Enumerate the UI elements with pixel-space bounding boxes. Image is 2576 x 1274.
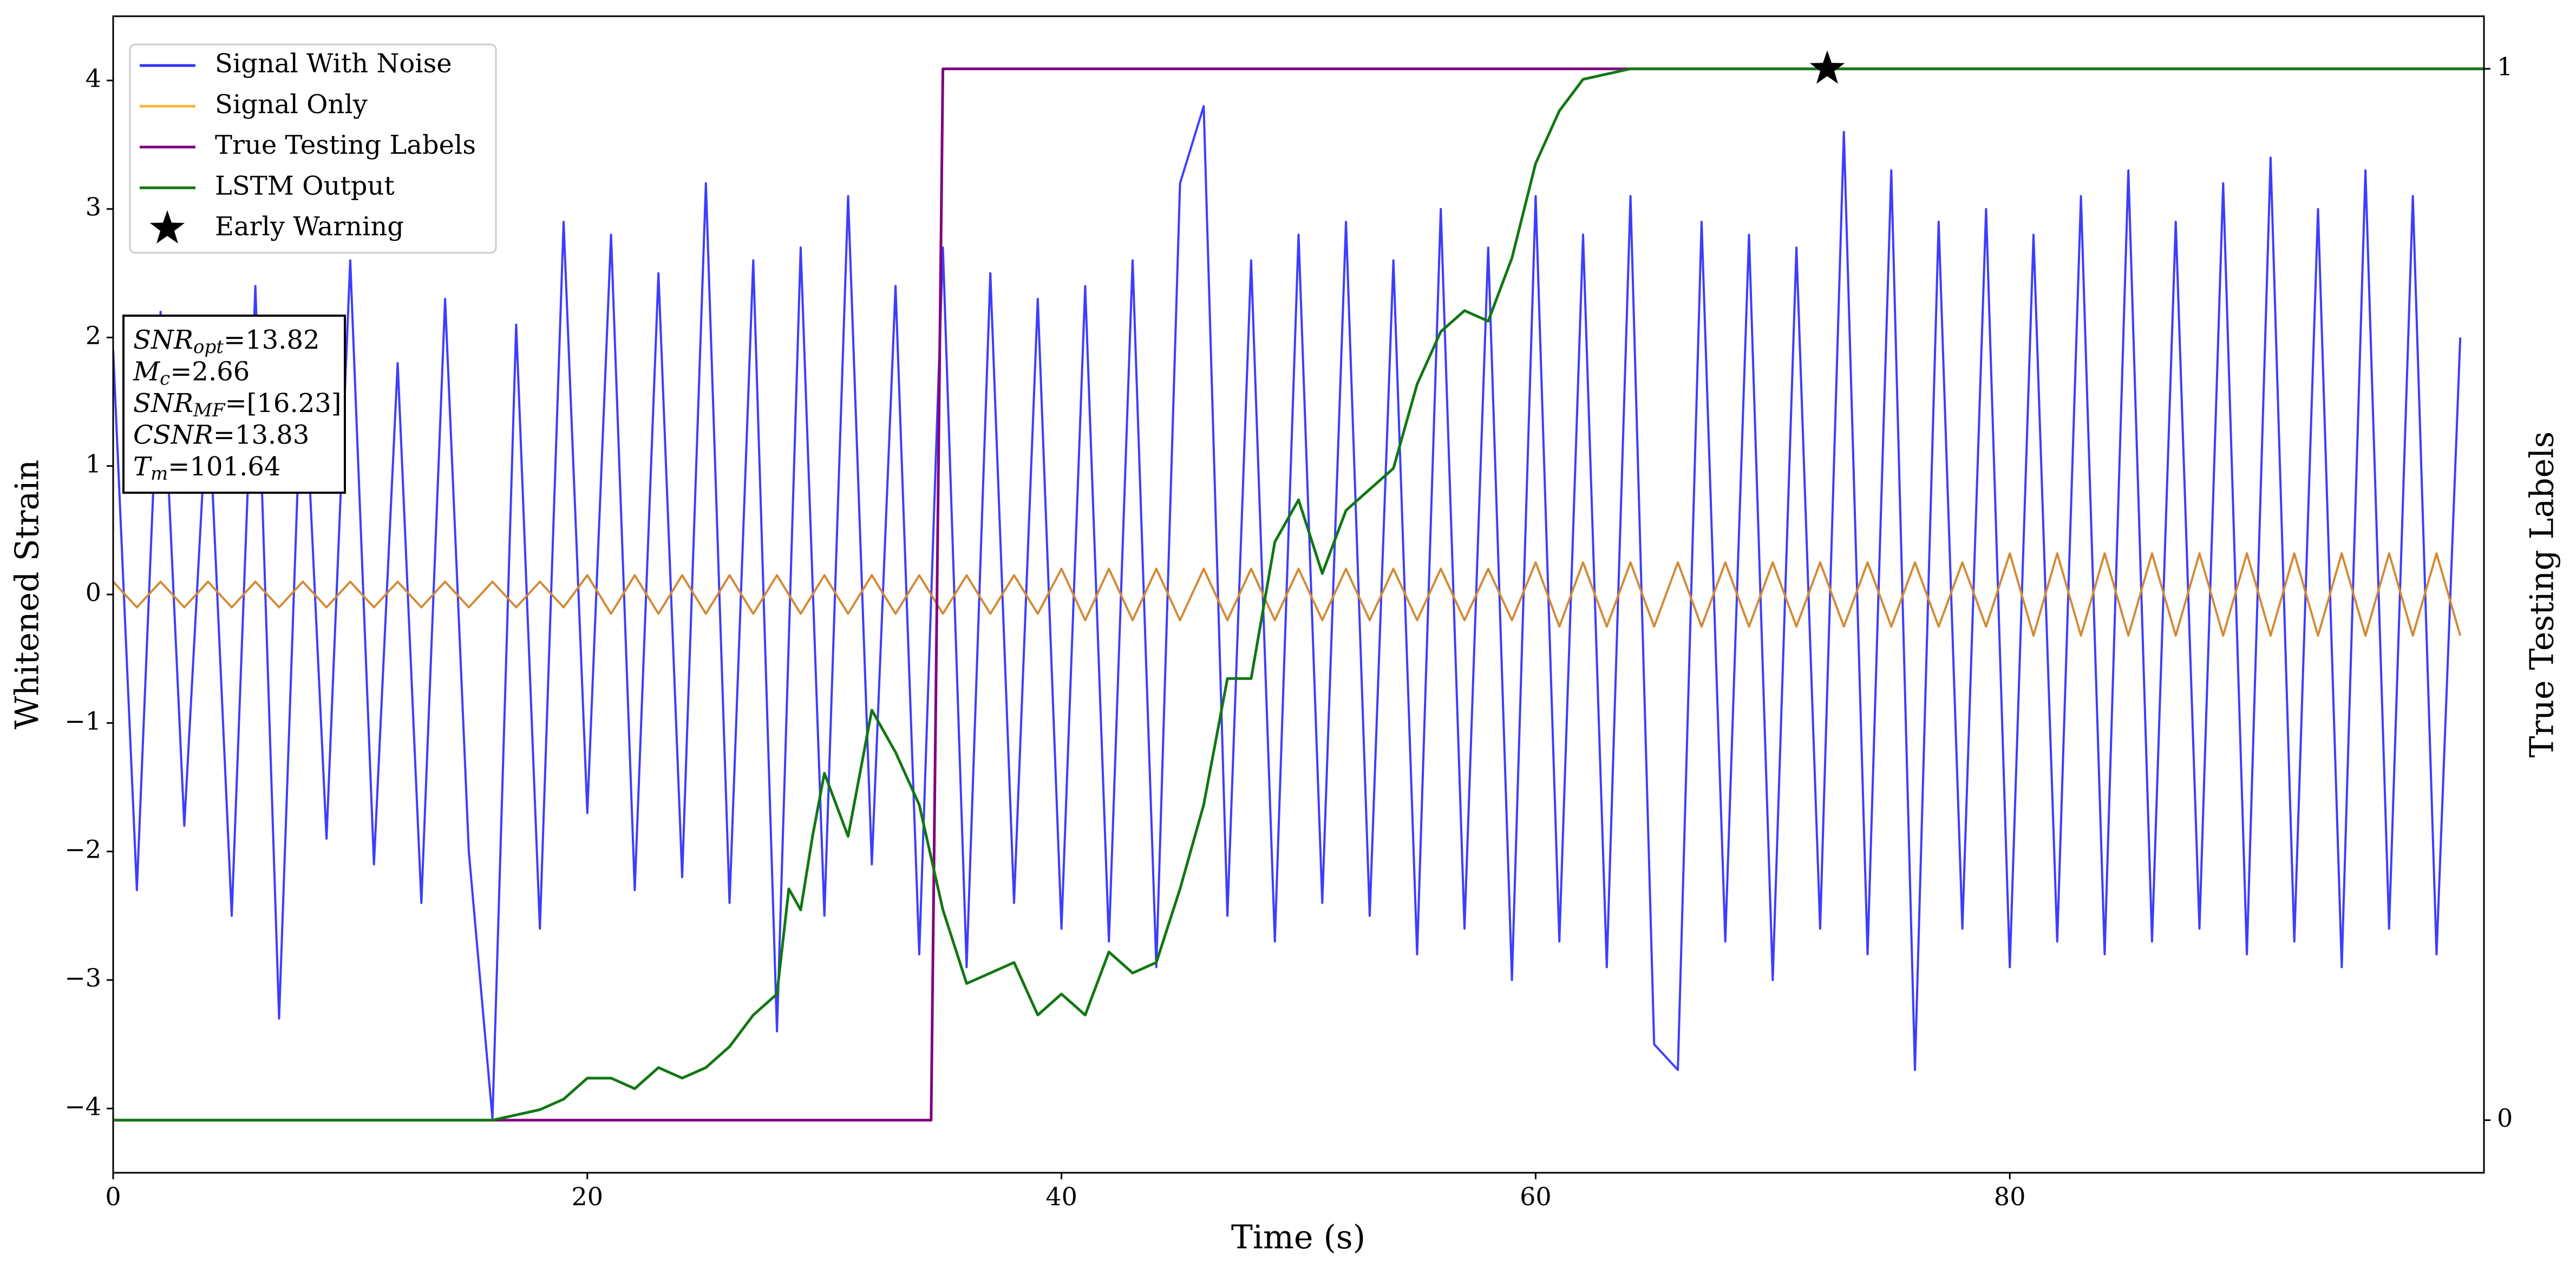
annotation-box (122, 315, 346, 494)
y-tick-label: 2 (86, 321, 101, 350)
annotation-subscript: m (151, 463, 168, 485)
annotation-text: CSNR=13.83 (133, 420, 309, 450)
annotation-value: =13.82 (224, 325, 320, 355)
legend-label: Signal Only (215, 89, 368, 120)
y-tick-label: 3 (86, 192, 101, 221)
x-tick-label: 60 (1520, 1182, 1552, 1211)
annotation-text: Mc=2.66 (133, 356, 250, 390)
series-line (113, 105, 2462, 1120)
legend-label: Signal With Noise (215, 49, 452, 79)
annotation-symbol: T (133, 452, 152, 482)
legend-label: True Testing Labels (215, 130, 476, 160)
legend-marker (149, 210, 185, 244)
legend-label: LSTM Output (215, 171, 395, 201)
legend-label: Early Warning (215, 212, 404, 242)
annotation-subscript: opt (193, 336, 224, 358)
annotation-value: =101.64 (168, 452, 280, 482)
early-warning-marker (1809, 50, 1845, 84)
annotation-subscript: c (160, 368, 170, 390)
annotation-symbol: M (133, 356, 161, 387)
y-tick-label: −3 (64, 963, 101, 992)
annotation-symbol: SNR (133, 325, 193, 355)
plot-area (113, 50, 2484, 1122)
annotation-value: =[16.23] (225, 388, 341, 419)
series-line (113, 67, 2484, 1122)
y-tick-label: −2 (64, 835, 101, 864)
y-axis-label: Whitened Strain (9, 460, 47, 729)
annotation-value: =13.83 (213, 420, 310, 450)
y-tick-label: 0 (86, 578, 101, 607)
annotation-symbol: CSNR (133, 420, 213, 450)
annotation-text: SNRopt=13.82 (133, 325, 320, 358)
y-tick-label: −1 (64, 706, 101, 735)
x-tick-label: 0 (105, 1182, 121, 1211)
annotation-text: Tm=101.64 (133, 452, 280, 485)
y2-tick-label: 1 (2497, 52, 2513, 81)
annotation-subscript: MF (193, 400, 226, 421)
annotation-text: SNRMF=[16.23] (133, 388, 342, 422)
x-axis-label: Time (s) (1231, 1219, 1365, 1257)
annotation-value: =2.66 (170, 356, 250, 387)
y-tick-label: −4 (64, 1092, 101, 1121)
x-tick-label: 20 (572, 1182, 604, 1211)
y-tick-label: 1 (86, 449, 101, 479)
y2-tick-label: 0 (2497, 1103, 2513, 1133)
annotation-symbol: SNR (133, 388, 193, 419)
series-line (113, 552, 2462, 637)
y-tick-label: 4 (86, 64, 101, 93)
x-tick-label: 40 (1045, 1182, 1077, 1211)
y2-axis-label: True Testing Labels (2523, 432, 2561, 758)
legend-box (129, 43, 497, 254)
x-tick-label: 80 (1994, 1182, 2026, 1211)
